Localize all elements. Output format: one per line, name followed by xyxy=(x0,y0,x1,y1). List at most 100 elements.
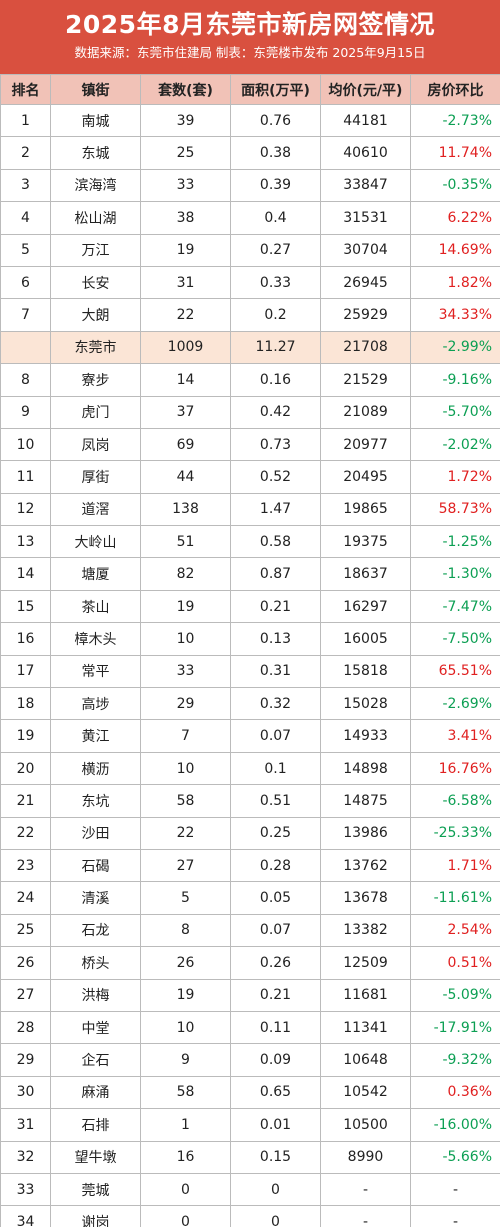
rank-cell: 6 xyxy=(0,265,51,300)
column-header-price: 均价(元/平) xyxy=(320,74,411,105)
area-cell: 1.47 xyxy=(230,492,321,527)
price-cell: 16005 xyxy=(320,622,411,656)
town-cell: 大朗 xyxy=(50,298,141,332)
units-cell: 138 xyxy=(140,492,231,527)
area-cell: 11.27 xyxy=(230,330,321,365)
change-cell: 0.36% xyxy=(410,1075,500,1110)
table-row: 10 凤岗 69 0.73 20977 -2.02% xyxy=(0,427,500,462)
price-cell: 21089 xyxy=(320,395,411,429)
area-cell: 0.26 xyxy=(230,946,321,980)
change-cell: 11.74% xyxy=(410,136,500,170)
units-cell: 58 xyxy=(140,784,231,818)
rank-cell xyxy=(0,330,51,365)
town-cell: 桥头 xyxy=(50,946,141,980)
units-cell: 22 xyxy=(140,298,231,332)
table-row: 30 麻涌 58 0.65 10542 0.36% xyxy=(0,1075,500,1110)
change-cell: -9.32% xyxy=(410,1043,500,1077)
report-header: 2025年8月东莞市新房网签情况 数据来源：东莞市住建局 制表：东莞楼市发布 2… xyxy=(0,0,500,74)
change-cell: 58.73% xyxy=(410,492,500,527)
units-cell: 10 xyxy=(140,1010,231,1045)
rank-cell: 32 xyxy=(0,1140,51,1174)
price-cell: 25929 xyxy=(320,298,411,332)
change-cell: - xyxy=(410,1205,500,1227)
change-cell: -25.33% xyxy=(410,816,500,850)
rank-cell: 3 xyxy=(0,168,51,203)
area-cell: 0.09 xyxy=(230,1043,321,1077)
price-cell: 16297 xyxy=(320,589,411,624)
table-row: 11 厚街 44 0.52 20495 1.72% xyxy=(0,460,500,494)
units-cell: 16 xyxy=(140,1140,231,1174)
price-cell: 10542 xyxy=(320,1075,411,1110)
area-cell: 0.13 xyxy=(230,622,321,656)
rank-cell: 17 xyxy=(0,654,51,689)
town-cell: 寮步 xyxy=(50,363,141,397)
rank-cell: 31 xyxy=(0,1108,51,1142)
units-cell: 38 xyxy=(140,201,231,235)
table-row-total: 东莞市 1009 11.27 21708 -2.99% xyxy=(0,330,500,365)
units-cell: 69 xyxy=(140,427,231,462)
table-row: 3 滨海湾 33 0.39 33847 -0.35% xyxy=(0,168,500,203)
price-cell: 30704 xyxy=(320,233,411,267)
price-cell: 15028 xyxy=(320,687,411,721)
price-cell: - xyxy=(320,1205,411,1227)
town-cell: 石碣 xyxy=(50,848,141,883)
table-row: 2 东城 25 0.38 40610 11.74% xyxy=(0,136,500,170)
units-cell: 29 xyxy=(140,687,231,721)
table-row: 23 石碣 27 0.28 13762 1.71% xyxy=(0,848,500,883)
price-cell: 19865 xyxy=(320,492,411,527)
price-cell: 14875 xyxy=(320,784,411,818)
table-row: 15 茶山 19 0.21 16297 -7.47% xyxy=(0,589,500,624)
change-cell: -9.16% xyxy=(410,363,500,397)
town-cell: 长安 xyxy=(50,265,141,300)
units-cell: 27 xyxy=(140,848,231,883)
area-cell: 0.65 xyxy=(230,1075,321,1110)
units-cell: 10 xyxy=(140,751,231,786)
rank-cell: 15 xyxy=(0,589,51,624)
area-cell: 0.16 xyxy=(230,363,321,397)
change-cell: -7.47% xyxy=(410,589,500,624)
column-header-units: 套数(套) xyxy=(140,74,231,105)
rank-cell: 27 xyxy=(0,978,51,1012)
change-cell: 65.51% xyxy=(410,654,500,689)
area-cell: 0.07 xyxy=(230,913,321,948)
table-body: 1 南城 39 0.76 44181 -2.73% 2 东城 25 0.38 40610 11.74%… xyxy=(0,103,500,1227)
change-cell: -17.91% xyxy=(410,1010,500,1045)
price-cell: 31531 xyxy=(320,201,411,235)
price-cell: 13986 xyxy=(320,816,411,850)
area-cell: 0.01 xyxy=(230,1108,321,1142)
town-cell: 沙田 xyxy=(50,816,141,850)
town-cell: 高埗 xyxy=(50,687,141,721)
town-cell: 洪梅 xyxy=(50,978,141,1012)
change-cell: 1.71% xyxy=(410,848,500,883)
area-cell: 0.33 xyxy=(230,265,321,300)
units-cell: 37 xyxy=(140,395,231,429)
town-cell: 黄江 xyxy=(50,719,141,753)
area-cell: 0.87 xyxy=(230,557,321,591)
units-cell: 33 xyxy=(140,654,231,689)
table-row: 26 桥头 26 0.26 12509 0.51% xyxy=(0,946,500,980)
price-cell: 11341 xyxy=(320,1010,411,1045)
area-cell: 0.58 xyxy=(230,525,321,559)
rank-cell: 10 xyxy=(0,427,51,462)
units-cell: 26 xyxy=(140,946,231,980)
town-cell: 望牛墩 xyxy=(50,1140,141,1174)
town-cell: 东莞市 xyxy=(50,330,141,365)
table-row: 12 道滘 138 1.47 19865 58.73% xyxy=(0,492,500,527)
town-cell: 石龙 xyxy=(50,913,141,948)
table-row: 34 谢岗 0 0- - xyxy=(0,1205,500,1227)
units-cell: 19 xyxy=(140,233,231,267)
change-cell: -0.35% xyxy=(410,168,500,203)
town-cell: 虎门 xyxy=(50,395,141,429)
change-cell: 34.33% xyxy=(410,298,500,332)
area-cell: 0.05 xyxy=(230,881,321,915)
page-subtitle: 数据来源：东莞市住建局 制表：东莞楼市发布 2025年9月15日 xyxy=(74,45,426,60)
change-cell: -11.61% xyxy=(410,881,500,915)
rank-cell: 12 xyxy=(0,492,51,527)
table-row: 5 万江 19 0.27 30704 14.69% xyxy=(0,233,500,267)
price-cell: 20495 xyxy=(320,460,411,494)
change-cell: -5.66% xyxy=(410,1140,500,1174)
town-cell: 石排 xyxy=(50,1108,141,1142)
change-cell: -5.70% xyxy=(410,395,500,429)
change-cell: 1.72% xyxy=(410,460,500,494)
table-row: 20 横沥 10 0.1 14898 16.76% xyxy=(0,751,500,786)
